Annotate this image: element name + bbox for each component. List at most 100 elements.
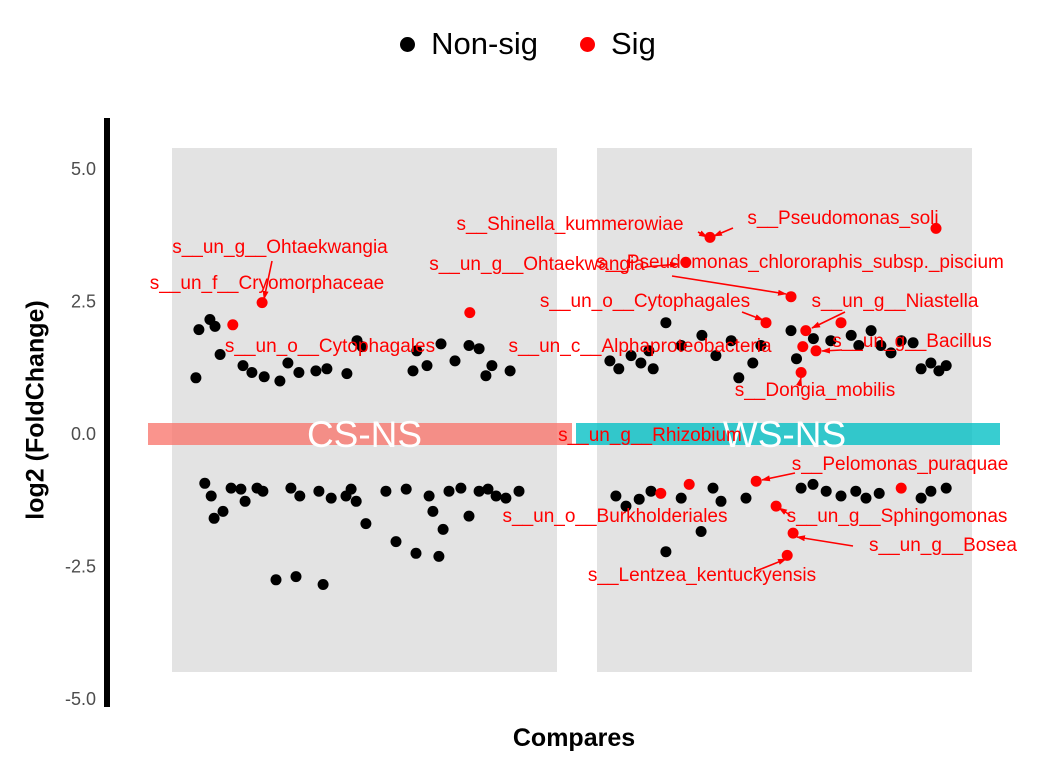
annotation-label: s__un_f__Cryomorphaceae: [150, 273, 385, 294]
point-nonsig: [807, 333, 819, 345]
point-nonsig: [785, 325, 797, 337]
point-nonsig: [845, 329, 857, 341]
point-sig: [464, 307, 476, 319]
annotation-label: s__un_g__Ohtaekwangia: [172, 237, 388, 258]
annotation-label: s__Lentzea_kentuckyensis: [588, 565, 816, 586]
point-sig: [835, 317, 847, 329]
point-nonsig: [400, 483, 412, 495]
point-sig: [930, 222, 942, 234]
legend-item-sig: Sig: [580, 26, 656, 62]
facet-panels: [172, 148, 972, 672]
point-nonsig: [258, 371, 270, 383]
point-nonsig: [725, 335, 737, 347]
point-nonsig: [480, 370, 492, 382]
point-nonsig: [190, 372, 202, 384]
point-nonsig: [675, 340, 687, 351]
y-tick-label: 5.0: [71, 159, 96, 179]
annotation-label: s__Pseudomonas_chlororaphis_subsp._pisci…: [596, 252, 1004, 273]
point-sig: [810, 345, 822, 357]
point-nonsig: [321, 363, 333, 375]
point-nonsig: [463, 340, 475, 351]
point-nonsig: [455, 482, 467, 494]
point-nonsig: [199, 477, 211, 489]
point-sig: [895, 482, 907, 494]
point-nonsig: [290, 571, 302, 583]
annotation-label: s__un_g__Bacillus: [832, 331, 992, 352]
point-nonsig: [820, 485, 832, 497]
facet-name: WS-NS: [723, 414, 846, 455]
point-nonsig: [390, 536, 402, 548]
point-nonsig: [482, 483, 494, 495]
point-sig: [795, 367, 807, 378]
zero-band: [148, 423, 572, 445]
point-nonsig: [421, 360, 433, 372]
annotation-label: s__un_g__Bosea: [869, 535, 1017, 556]
point-sig: [797, 341, 809, 353]
y-tick-label: 0.0: [71, 424, 96, 444]
point-nonsig: [791, 353, 802, 365]
point-sig: [683, 478, 695, 490]
point-sig: [800, 325, 812, 337]
point-nonsig: [660, 317, 672, 329]
annotation-label: s__un_c__Alphaproteobacteria: [508, 336, 771, 357]
point-nonsig: [257, 485, 269, 497]
point-nonsig: [473, 485, 485, 497]
point-nonsig: [647, 363, 659, 375]
point-nonsig: [411, 345, 423, 357]
point-nonsig: [217, 505, 229, 517]
point-nonsig: [625, 350, 637, 362]
point-nonsig: [205, 490, 217, 502]
point-nonsig: [613, 363, 625, 375]
annotation-arrow: [741, 311, 764, 321]
point-nonsig: [865, 325, 877, 337]
point-nonsig: [633, 493, 645, 505]
y-tick-label: -5.0: [65, 689, 96, 709]
legend-label-sig: Sig: [611, 26, 656, 61]
point-nonsig: [246, 367, 258, 378]
annotation-label: s__un_g__Niastella: [812, 291, 979, 312]
point-nonsig: [410, 547, 422, 559]
point-sig: [655, 487, 667, 499]
point-nonsig: [486, 360, 498, 372]
x-axis-title: Compares: [512, 724, 636, 752]
annotation-arrow: [778, 507, 791, 516]
point-nonsig: [360, 518, 372, 530]
facet-labels: CS-NS WS-NS: [307, 414, 846, 455]
point-nonsig: [940, 482, 952, 494]
annotation-arrow: [821, 347, 843, 354]
annotation-arrow: [697, 230, 708, 238]
point-sig: [787, 527, 799, 539]
point-sig: [750, 475, 762, 487]
point-nonsig: [513, 485, 525, 497]
facet-panel: [597, 148, 972, 672]
annotations-layer: s__un_g__Ohtaekwangia s__un_f__Cryomorpha…: [150, 208, 1018, 586]
point-nonsig: [807, 478, 819, 490]
point-nonsig: [850, 485, 862, 497]
annotation-label: s__Pseudomonas_soli: [747, 208, 938, 229]
point-nonsig: [695, 526, 707, 537]
point-nonsig: [873, 487, 885, 499]
annotation-arrow: [713, 227, 734, 237]
point-nonsig: [707, 482, 719, 494]
point-sig: [680, 256, 692, 268]
annotation-label: s__un_o__Burkholderiales: [503, 506, 728, 527]
y-axis: 5.0 2.5 0.0 -2.5 -5.0: [65, 118, 110, 709]
y-tick-label: -2.5: [65, 557, 96, 577]
annotation-label: s__Shinella_kummerowiae: [456, 214, 683, 235]
annotation-label: s__un_g__Sphingomonas: [787, 506, 1008, 527]
annotation-arrow: [796, 377, 802, 387]
legend: Non-sig Sig: [0, 26, 1056, 62]
point-nonsig: [463, 510, 475, 522]
point-nonsig: [925, 485, 937, 497]
y-tick-label: 2.5: [71, 292, 96, 312]
point-nonsig: [294, 490, 306, 502]
point-nonsig: [940, 360, 952, 372]
annotation-arrow: [761, 472, 796, 482]
point-nonsig: [345, 483, 357, 495]
point-nonsig: [675, 492, 687, 504]
point-nonsig: [710, 350, 722, 362]
annotation-arrow: [671, 275, 787, 296]
point-nonsig: [380, 485, 392, 497]
